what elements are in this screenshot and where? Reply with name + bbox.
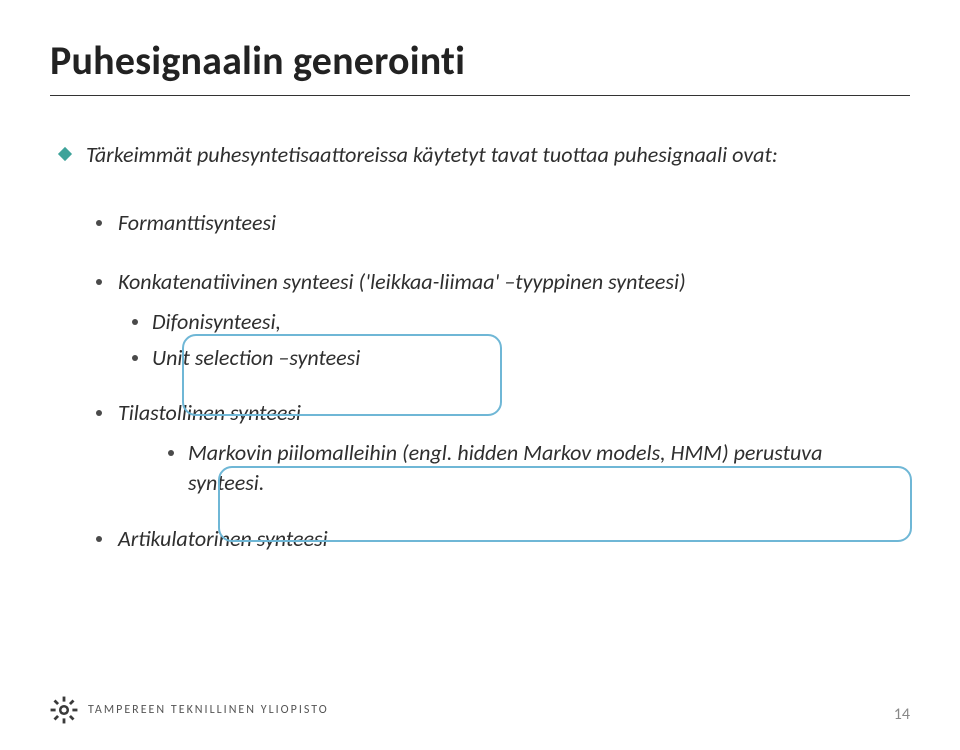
item-markov: Markovin piilomalleihin (engl. hidden Ma… (168, 438, 900, 497)
item-difoni: Difonisynteesi, (132, 307, 900, 337)
slide: Puhesignaalin generointi Puhesignaalin g… (0, 0, 960, 750)
title-underline (50, 95, 910, 96)
item-formant: Formanttisynteesi (96, 208, 900, 238)
item-konkatenatiivinen: Konkatenatiivinen synteesi ('leikkaa-lii… (96, 267, 900, 297)
gear-icon (50, 696, 78, 724)
item-artikulatorinen: Artikulatorinen synteesi (96, 524, 900, 554)
title-block: Puhesignaalin generointi Puhesignaalin g… (50, 36, 465, 85)
footer: TAMPEREEN TEKNILLINEN YLIOPISTO (50, 696, 329, 724)
body: Tärkeimmät puhesyntetisaattoreissa käyte… (60, 140, 900, 563)
footer-text: TAMPEREEN TEKNILLINEN YLIOPISTO (88, 703, 329, 717)
item-tilastollinen: Tilastollinen synteesi (96, 398, 900, 428)
item-unit-selection: Unit selection –synteesi (132, 343, 900, 373)
page-number: 14 (894, 705, 910, 724)
intro-line: Tärkeimmät puhesyntetisaattoreissa käyte… (60, 140, 900, 170)
page-title: Puhesignaalin generointi (50, 36, 465, 85)
